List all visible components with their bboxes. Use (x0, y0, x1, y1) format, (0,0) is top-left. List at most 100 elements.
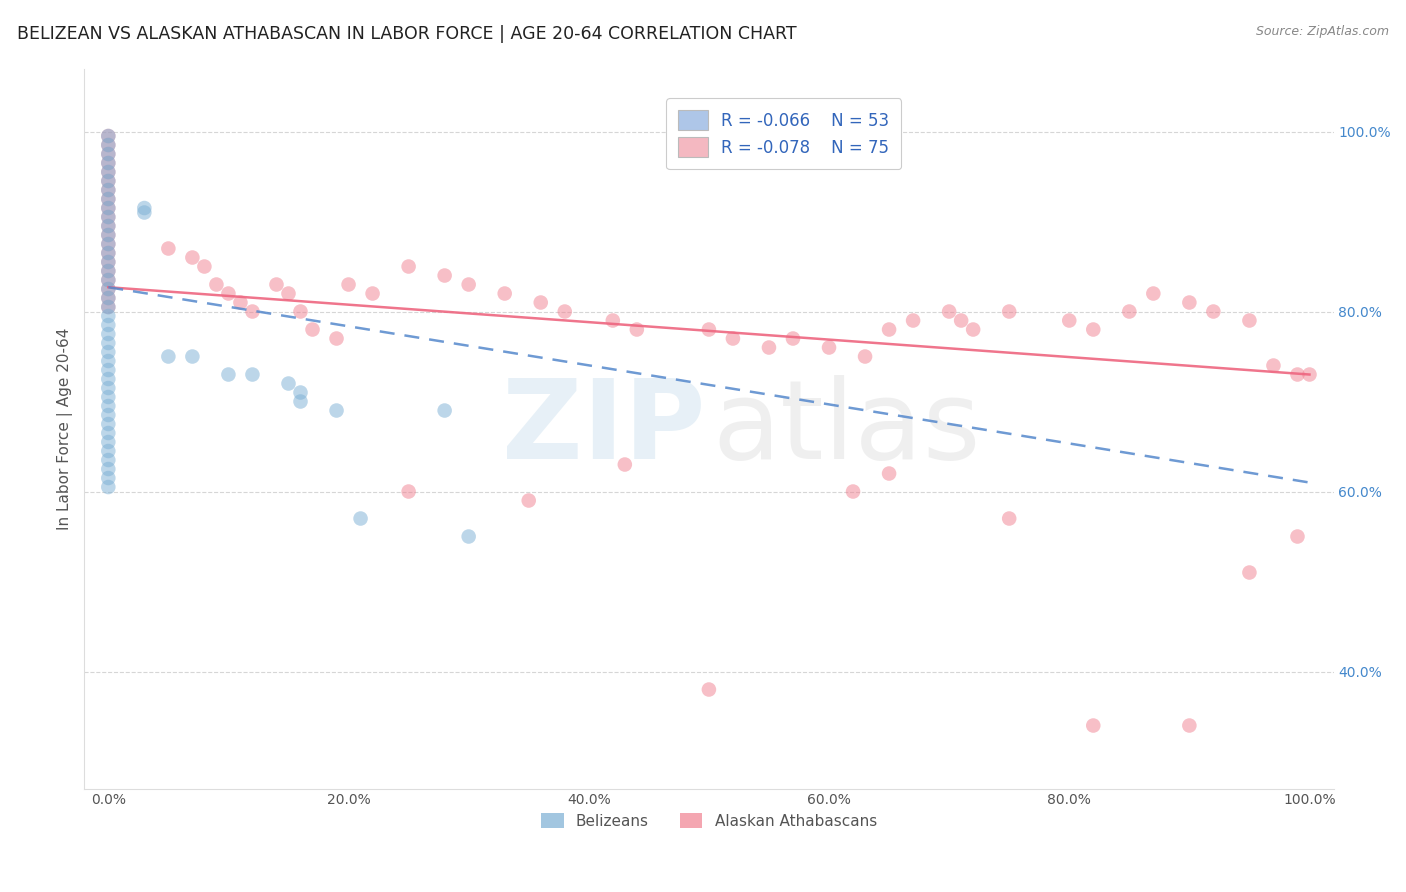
Point (97, 471, 120, 485)
Point (97, 300, 120, 314)
Point (782, 332, 804, 346)
Point (97, 318, 120, 332)
Point (97, 425, 120, 440)
Point (457, 529, 479, 543)
Point (97, 227, 120, 242)
Point (290, 385, 312, 400)
Point (97, 264, 120, 278)
Point (97, 192, 120, 206)
Point (433, 403, 456, 417)
Point (157, 242, 180, 256)
Point (97, 480, 120, 494)
Point (361, 286, 384, 301)
Point (97, 165, 120, 179)
Point (97, 192, 120, 206)
Text: Source: ZipAtlas.com: Source: ZipAtlas.com (1256, 25, 1389, 38)
Point (193, 260, 215, 274)
Point (97, 264, 120, 278)
Point (1239, 566, 1261, 580)
Point (97, 210, 120, 224)
Point (97, 219, 120, 233)
Point (554, 304, 576, 318)
Point (97, 128, 120, 143)
Point (613, 458, 636, 472)
Point (877, 322, 900, 336)
Point (97, 444, 120, 458)
Text: ZIP: ZIP (502, 375, 706, 482)
Point (97, 237, 120, 252)
Point (97, 219, 120, 233)
Point (433, 268, 456, 283)
Point (697, 322, 720, 336)
Point (181, 350, 204, 364)
Point (97, 246, 120, 260)
Point (998, 511, 1021, 525)
Point (97, 381, 120, 395)
Point (205, 277, 228, 292)
Point (97, 246, 120, 260)
Point (349, 511, 371, 525)
Point (301, 322, 323, 336)
Point (97, 156, 120, 170)
Point (901, 313, 924, 327)
Point (97, 326, 120, 341)
Point (97, 399, 120, 413)
Point (1083, 322, 1105, 336)
Point (325, 332, 347, 346)
Point (325, 403, 347, 417)
Point (97, 138, 120, 153)
Point (97, 291, 120, 305)
Point (217, 368, 239, 382)
Point (97, 174, 120, 188)
Point (457, 277, 479, 292)
Point (97, 282, 120, 296)
Point (1178, 718, 1201, 732)
Point (842, 484, 865, 499)
Y-axis label: In Labor Force | Age 20-64: In Labor Force | Age 20-64 (58, 327, 73, 530)
Point (1178, 295, 1201, 310)
Point (242, 304, 264, 318)
Point (758, 341, 780, 355)
Point (97, 210, 120, 224)
Point (1263, 359, 1285, 373)
Point (97, 363, 120, 377)
Point (398, 260, 420, 274)
Point (1057, 313, 1080, 327)
Point (97, 237, 120, 252)
Point (97, 345, 120, 359)
Point (97, 336, 120, 351)
Point (1083, 718, 1105, 732)
Point (97, 201, 120, 215)
Point (1298, 368, 1320, 382)
Point (97, 390, 120, 404)
Point (1286, 368, 1309, 382)
Point (721, 332, 744, 346)
Point (97, 273, 120, 287)
Point (950, 313, 973, 327)
Point (97, 462, 120, 476)
Point (97, 201, 120, 215)
Point (97, 183, 120, 197)
Point (530, 295, 553, 310)
Point (853, 350, 876, 364)
Point (290, 394, 312, 409)
Point (181, 251, 204, 265)
Point (97, 453, 120, 467)
Point (97, 273, 120, 287)
Text: BELIZEAN VS ALASKAN ATHABASCAN IN LABOR FORCE | AGE 20-64 CORRELATION CHART: BELIZEAN VS ALASKAN ATHABASCAN IN LABOR … (17, 25, 796, 43)
Point (97, 417, 120, 431)
Point (97, 147, 120, 161)
Point (97, 138, 120, 153)
Point (97, 147, 120, 161)
Point (97, 282, 120, 296)
Point (1202, 304, 1225, 318)
Point (97, 255, 120, 269)
Point (938, 304, 960, 318)
Point (97, 128, 120, 143)
Point (494, 286, 516, 301)
Point (602, 313, 624, 327)
Point (697, 682, 720, 697)
Point (97, 255, 120, 269)
Point (877, 467, 900, 481)
Point (97, 354, 120, 368)
